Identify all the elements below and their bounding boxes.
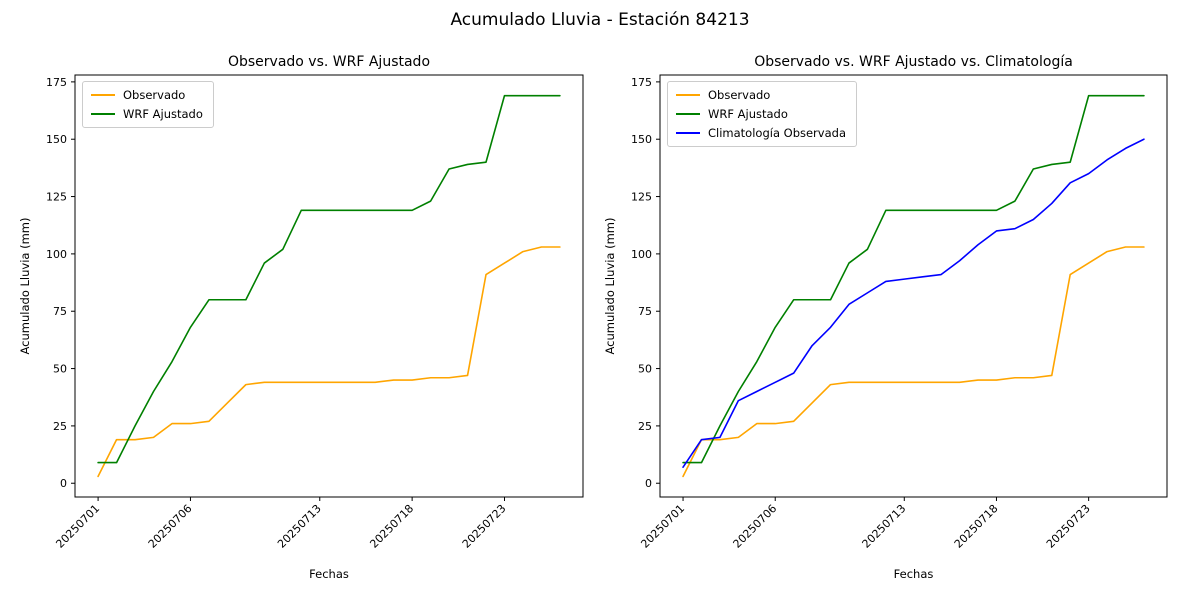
subplot-title: Observado vs. WRF Ajustado vs. Climatolo… [754,54,1073,70]
y-axis-label: Acumulado Lluvia (mm) [18,218,32,355]
line-climatolog-a-observada [682,138,1145,468]
x-tick-label: 20250706 [146,502,195,551]
y-tick-label: 25 [53,420,67,433]
y-tick-label: 100 [631,248,652,261]
x-axis-label: Fechas [309,567,349,581]
x-tick-label: 20250723 [1044,502,1093,551]
y-tick-label: 0 [60,477,67,490]
y-tick-label: 75 [638,305,652,318]
y-tick-label: 125 [46,191,67,204]
legend-swatch [676,94,700,96]
legend-swatch [676,113,700,115]
y-tick-label: 100 [46,248,67,261]
line-wrf-ajustado [682,94,1145,464]
y-axis-label: Acumulado Lluvia (mm) [603,218,617,355]
y-tick-label: 0 [645,477,652,490]
legend-label: WRF Ajustado [708,107,788,121]
legend-label: Observado [708,88,771,102]
line-wrf-ajustado [97,94,561,464]
subplot-title: Observado vs. WRF Ajustado [228,54,430,70]
right-plot-legend: Observado WRF Ajustado Climatología Observ… [667,81,857,147]
legend-swatch [91,113,115,115]
legend-item-wrf-ajustado: WRF Ajustado [676,107,846,121]
x-tick-label: 20250701 [638,502,687,551]
legend-swatch [91,94,115,96]
y-tick-label: 125 [631,191,652,204]
x-tick-label: 20250706 [731,502,780,551]
legend-label: Observado [123,88,186,102]
x-tick-label: 20250718 [367,502,416,551]
y-tick-label: 150 [46,133,67,146]
legend-item-observado: Observado [91,88,203,102]
x-tick-label: 20250713 [860,502,909,551]
y-tick-label: 50 [638,363,652,376]
x-tick-label: 20250701 [53,502,102,551]
axes-frame [659,74,1168,498]
x-tick-label: 20250718 [952,502,1001,551]
y-tick-label: 175 [46,76,67,89]
right-plot-svg: Observado vs. WRF Ajustado vs. Climatolo… [603,54,1168,581]
x-tick-label: 20250713 [275,502,324,551]
line-observado [97,246,561,478]
y-tick-label: 150 [631,133,652,146]
y-tick-label: 175 [631,76,652,89]
figure-title: Acumulado Lluvia - Estación 84213 [450,10,750,30]
y-tick-label: 75 [53,305,67,318]
left-plot-legend: Observado WRF Ajustado [82,81,214,128]
y-tick-label: 25 [638,420,652,433]
legend-label: WRF Ajustado [123,107,203,121]
legend-item-observado: Observado [676,88,846,102]
y-tick-label: 50 [53,363,67,376]
x-tick-label: 20250723 [460,502,509,551]
legend-item-climatolog-a-observada: Climatología Observada [676,126,846,140]
legend-label: Climatología Observada [708,126,846,140]
x-axis-label: Fechas [894,567,934,581]
axes-frame [74,74,584,498]
line-observado [682,246,1145,478]
legend-swatch [676,132,700,134]
legend-item-wrf-ajustado: WRF Ajustado [91,107,203,121]
left-plot-svg: Observado vs. WRF Ajustado 0 25 50 75 100 125 1… [18,54,584,581]
